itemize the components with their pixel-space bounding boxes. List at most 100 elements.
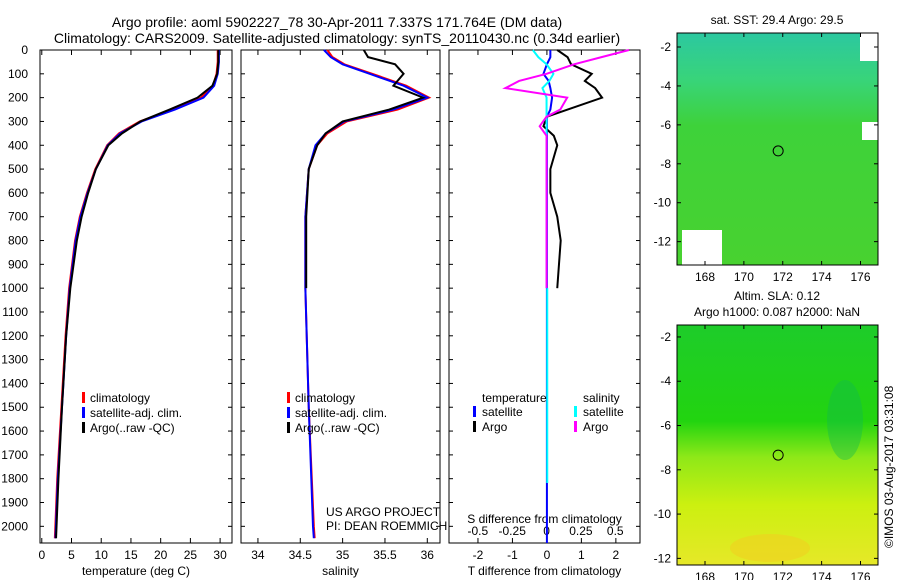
y-tick-label: 900: [8, 257, 28, 271]
series-t-argo: [542, 49, 604, 289]
y-tick-label: 400: [8, 138, 28, 152]
figure-title-line1: Argo profile: aoml 5902227_78 30-Apr-201…: [112, 14, 562, 30]
x-tick-label: 172: [773, 270, 793, 284]
legend-label: Argo(..raw -QC): [90, 421, 175, 435]
y-tick-label: -8: [660, 463, 671, 477]
sst_map-panel: 168 170 172 174 176 -2 -4 -6 -8 -10 -12 sat. SST: 2…: [654, 13, 879, 284]
legend-label: satellite: [583, 405, 624, 419]
y-tick-label: 2000: [1, 519, 28, 533]
x-tick-label: 34.5: [289, 548, 313, 562]
s-diff-label: S difference from climatology: [467, 512, 622, 526]
y-tick-label: 800: [8, 234, 28, 248]
series-climatology: [304, 49, 432, 539]
x-tick-label: -1: [507, 548, 518, 562]
y-tick-label: 500: [8, 162, 28, 176]
x-tick-label: 176: [850, 270, 870, 284]
x-tick-label: 174: [812, 570, 832, 580]
x-tick-label: 174: [812, 270, 832, 284]
salinity-axes-box: [240, 49, 441, 544]
sla_map-heatmap: [677, 325, 878, 565]
y-tick-label: 1700: [1, 448, 28, 462]
y-tick-label: 1300: [1, 353, 28, 367]
legend-swatch: [82, 407, 85, 418]
y-tick-label: -10: [654, 507, 672, 521]
legend-swatch: [287, 392, 290, 403]
x-tick-label: 170: [734, 570, 754, 580]
x-tick-label: 172: [773, 570, 793, 580]
y-tick-label: 1000: [1, 281, 28, 295]
sla_map-panel: 168 170 172 174 176 -2 -4 -6 -8 -10 -12 Altim. SLA:…: [654, 289, 879, 584]
x2-tick-label: 0.5: [607, 524, 624, 538]
y-tick-label: -2: [660, 330, 671, 344]
differences-panel: -2 -1 0 1 2 T difference from climatology -0.5…: [448, 49, 641, 578]
y-tick-label: 600: [8, 186, 28, 200]
y-tick-label: 100: [8, 67, 28, 81]
x-tick-label: 0: [544, 548, 551, 562]
y-tick-label: -4: [660, 79, 671, 93]
x-tick-label: -2: [473, 548, 484, 562]
differences-xlabel: T difference from climatology: [468, 564, 622, 578]
x-tick-label: 170: [734, 270, 754, 284]
series-argo: [55, 50, 220, 539]
sla-low-patch: [827, 380, 863, 460]
legend-title: temperature: [482, 391, 547, 405]
legend-swatch: [82, 392, 85, 403]
sla_map-frame: [676, 324, 879, 566]
sla_map-title: Altim. SLA: 0.12: [734, 289, 820, 303]
legend-label: Argo(..raw -QC): [295, 421, 380, 435]
legend-label: Argo: [482, 420, 508, 434]
legend-swatch: [287, 422, 290, 433]
pi-label: PI: DEAN ROEMMICH: [326, 519, 447, 533]
x-tick-label: 168: [695, 270, 715, 284]
imos-watermark: ©IMOS 03-Aug-2017 03:31:08: [882, 385, 896, 548]
x2-tick-label: -0.5: [468, 524, 489, 538]
legend-label: satellite-adj. clim.: [90, 406, 182, 420]
y-tick-label: 1200: [1, 329, 28, 343]
argo-position-marker: [772, 145, 784, 157]
legend-swatch: [82, 422, 85, 433]
y-tick-label: 200: [8, 91, 28, 105]
legend-swatch: [473, 406, 476, 417]
legend-label: Argo: [583, 420, 609, 434]
x-tick-label: 168: [695, 570, 715, 580]
x-tick-label: 25: [184, 548, 198, 562]
temperature-xlabel: temperature (deg C): [82, 564, 190, 578]
sst_map-title: sat. SST: 29.4 Argo: 29.5: [711, 13, 844, 27]
y-tick-label: -8: [660, 157, 671, 171]
series-satellite-adj: [304, 49, 430, 539]
x2-tick-label: 0.25: [569, 524, 593, 538]
x-tick-label: 1: [578, 548, 585, 562]
figure-title-line2: Climatology: CARS2009. Satellite-adjuste…: [54, 30, 620, 46]
temperature-axes-box: [39, 49, 233, 544]
legend-label: climatology: [295, 391, 355, 405]
x-tick-label: 30: [213, 548, 227, 562]
x-tick-label: 176: [850, 570, 870, 580]
y-tick-label: -6: [660, 118, 671, 132]
legend-label: climatology: [90, 391, 150, 405]
legend-swatch: [574, 421, 577, 432]
legend-swatch: [473, 421, 476, 432]
y-tick-label: 1600: [1, 424, 28, 438]
sla-high-patch: [730, 534, 810, 562]
x-tick-label: 10: [95, 548, 109, 562]
series-s-argo: [502, 49, 630, 289]
land-mask: [682, 230, 722, 265]
sst_map-heatmap: [677, 33, 878, 265]
y-tick-label: -4: [660, 374, 671, 388]
y-tick-label: 1100: [2, 305, 28, 319]
x-tick-label: 36: [421, 548, 435, 562]
temperature-panel: 0 5 10 15 20 25 30 temperature (deg C) 0 100 200 30…: [1, 43, 233, 578]
land-mask: [860, 33, 878, 61]
legend-swatch: [574, 406, 577, 417]
legend-label: satellite: [482, 405, 523, 419]
y-tick-label: -10: [654, 196, 672, 210]
y-tick-label: 300: [8, 114, 28, 128]
x-tick-label: 15: [124, 548, 138, 562]
y-tick-label: -2: [660, 40, 671, 54]
x-tick-label: 35: [336, 548, 350, 562]
y-tick-label: 1400: [1, 376, 28, 390]
land-mask: [862, 122, 878, 140]
legend-label: satellite-adj. clim.: [295, 406, 387, 420]
